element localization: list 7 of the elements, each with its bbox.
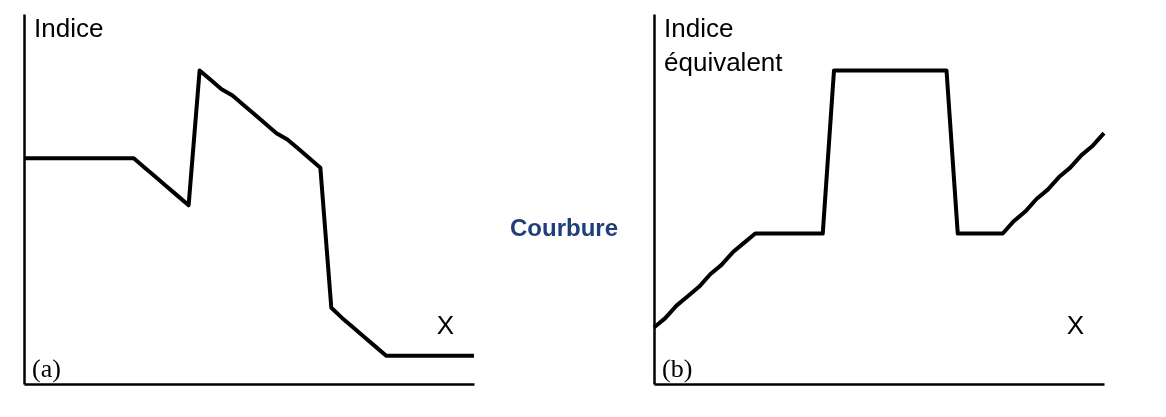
annotation: (b): [662, 354, 693, 383]
annotation: (a): [32, 354, 61, 383]
text: Courbure: [510, 213, 618, 241]
y-axis-title: Indice: [34, 13, 104, 43]
x-axis-title: X: [436, 310, 454, 340]
x-axis-title: X: [1066, 310, 1084, 340]
y-axis-title: Indice équivalent: [664, 13, 784, 77]
